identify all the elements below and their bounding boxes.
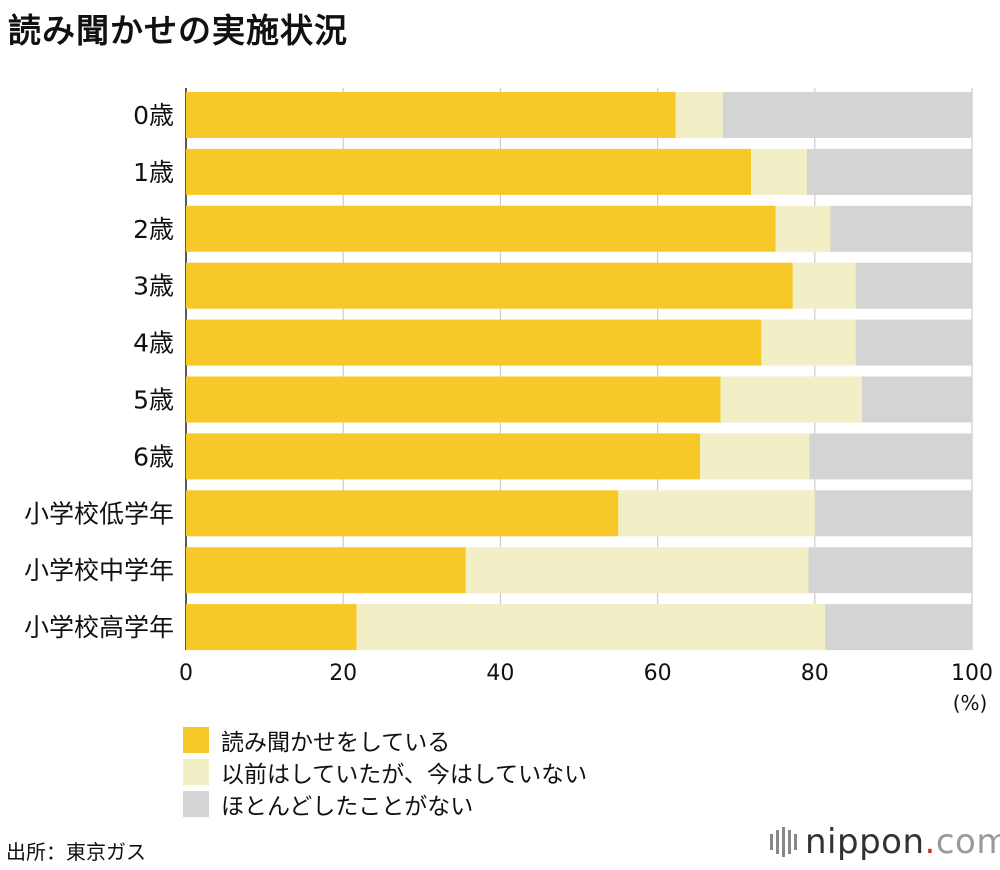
legend-swatch-previously	[183, 759, 209, 785]
category-label-0: 0歳	[133, 101, 174, 130]
bar-9-series-1	[356, 604, 826, 651]
logo-suffix: com	[935, 822, 1000, 862]
x-tick-label-60: 60	[644, 661, 672, 686]
logo-dot: .	[924, 822, 936, 862]
bar-7-series-0	[186, 490, 619, 537]
category-label-1: 1歳	[133, 158, 174, 187]
bar-6-series-2	[809, 433, 972, 480]
bar-7-series-1	[618, 490, 815, 537]
bar-8-series-2	[808, 547, 972, 594]
bar-4-series-0	[186, 319, 762, 366]
x-tick-label-0: 0	[179, 661, 193, 686]
bar-4-series-1	[761, 319, 856, 366]
x-tick-label-40: 40	[486, 661, 514, 686]
bar-7-series-2	[814, 490, 972, 537]
logo-name: nippon	[805, 822, 925, 862]
bar-6-series-0	[186, 433, 701, 480]
category-label-4: 4歳	[133, 329, 174, 358]
bar-2-series-0	[186, 205, 776, 252]
bar-8-series-1	[465, 547, 809, 594]
category-label-5: 5歳	[133, 386, 174, 415]
legend-item-previously: 以前はしていたが、今はしていない	[183, 756, 587, 788]
bar-4-series-2	[855, 319, 972, 366]
legend-item-reading: 読み聞かせをしている	[183, 724, 587, 756]
category-label-6: 6歳	[133, 442, 174, 471]
x-tick-label-20: 20	[329, 661, 357, 686]
bar-5-series-0	[186, 376, 721, 423]
x-unit-label: (%)	[953, 691, 988, 715]
bar-9-series-2	[825, 604, 972, 651]
legend-label-previously: 以前はしていたが、今はしていない	[221, 762, 588, 788]
x-tick-label-100: 100	[951, 661, 993, 686]
bar-8-series-0	[186, 547, 466, 594]
source-note: 出所：東京ガス	[6, 840, 146, 864]
bar-9-series-0	[186, 604, 357, 651]
nippon-logo: nippon. com	[770, 822, 1000, 862]
logo-bars-icon	[770, 827, 797, 857]
bar-2-series-1	[775, 205, 831, 252]
legend-label-never: ほとんどしたことがない	[221, 794, 474, 820]
chart-title: 読み聞かせの実施状況	[8, 11, 348, 50]
legend-label-reading: 読み聞かせをしている	[221, 730, 451, 756]
bar-chart: 0 20 40 60 80 100 (%) 0歳 1歳 2歳 3歳 4歳 5歳 6歳小学校低学年小学校中学…	[24, 88, 993, 715]
bar-0-series-0	[186, 92, 676, 138]
legend-swatch-reading	[183, 727, 209, 753]
category-label-7: 小学校低学年	[24, 499, 174, 528]
bar-2-series-2	[830, 205, 972, 252]
legend: 読み聞かせをしている 以前はしていたが、今はしていない ほとんどしたことがない	[183, 724, 587, 820]
category-label-8: 小学校中学年	[24, 556, 174, 585]
bar-0-series-1	[675, 92, 723, 138]
bar-0-series-2	[722, 92, 972, 138]
bar-5-series-2	[861, 376, 972, 423]
legend-item-never: ほとんどしたことがない	[183, 788, 587, 820]
bar-3-series-0	[186, 262, 793, 309]
bar-6-series-1	[700, 433, 810, 480]
bar-5-series-1	[720, 376, 862, 423]
x-tick-label-80: 80	[801, 661, 829, 686]
bar-3-series-2	[855, 262, 972, 309]
category-label-9: 小学校高学年	[24, 613, 174, 642]
bar-1-series-0	[186, 148, 752, 195]
bar-1-series-1	[751, 148, 807, 195]
bar-1-series-2	[806, 148, 972, 195]
category-label-2: 2歳	[133, 215, 174, 244]
category-label-3: 3歳	[133, 272, 174, 301]
legend-swatch-never	[183, 791, 209, 817]
bar-3-series-1	[792, 262, 856, 309]
